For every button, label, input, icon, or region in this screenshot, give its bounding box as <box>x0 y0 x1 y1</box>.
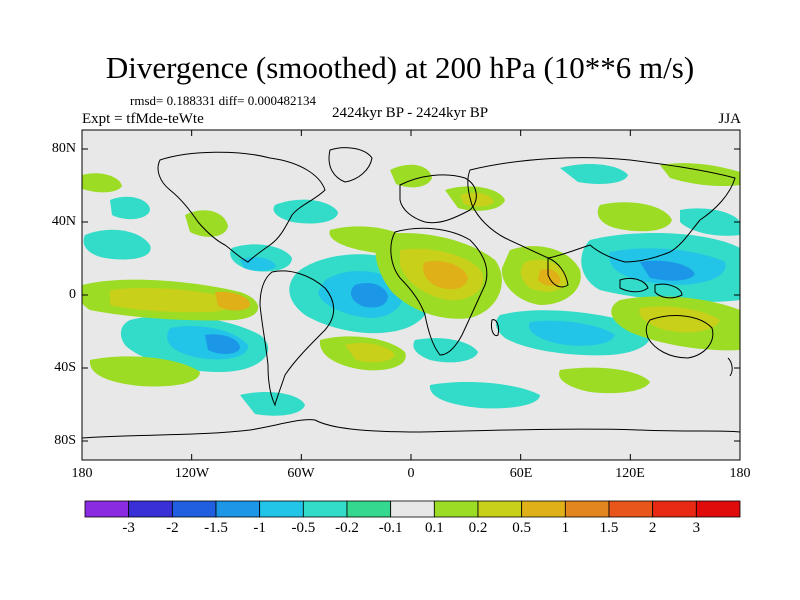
colorbar-swatch <box>564 500 610 518</box>
colorbar-swatch <box>652 500 697 518</box>
y-tick-label: 80N <box>51 141 76 156</box>
x-tick-label: 0 <box>407 466 415 481</box>
x-tick-label: 120E <box>615 466 645 481</box>
colorbar-swatch <box>259 500 304 518</box>
colorbar-label: -1 <box>253 520 266 536</box>
colorbar-swatch <box>433 500 479 518</box>
coastlines <box>82 147 740 439</box>
map-panel <box>82 130 740 460</box>
x-tick-label: 60E <box>509 466 533 481</box>
colorbar <box>84 500 741 518</box>
stats-text: rmsd= 0.188331 diff= 0.000482134 <box>130 93 316 108</box>
colorbar-swatch <box>84 500 130 518</box>
colorbar-label: 3 <box>692 520 701 536</box>
colorbar-label: -0.1 <box>378 520 403 536</box>
axis-ticks <box>81 130 741 460</box>
colorbar-label: 0.5 <box>512 520 532 536</box>
colorbar-swatch <box>346 500 392 518</box>
map-title: Divergence (smoothed) at 200 hPa (10**6 … <box>105 50 695 85</box>
colorbar-swatch <box>171 500 217 518</box>
colorbar-label: 1.5 <box>599 520 619 536</box>
colorbar-label: -0.5 <box>291 520 316 536</box>
colorbar-swatch <box>608 500 654 518</box>
x-tick-label: 180 <box>729 466 751 481</box>
colorbar-label: -3 <box>122 520 135 536</box>
colorbar-label: -2 <box>166 520 179 536</box>
experiment-label: Expt = tfMde-teWte <box>82 111 204 127</box>
y-tick-label: 80S <box>54 433 76 448</box>
x-tick-label: 180 <box>71 466 93 481</box>
x-tick-label: 120W <box>174 466 210 481</box>
y-tick-label: 40S <box>54 360 76 375</box>
period-label: 2424kyr BP - 2424kyr BP <box>331 105 489 121</box>
colorbar-label: 1 <box>561 520 570 536</box>
season-label: JJA <box>718 111 741 127</box>
colorbar-label: 0.2 <box>468 520 488 536</box>
y-tick-label: 0 <box>69 287 76 302</box>
colorbar-swatch <box>695 500 741 518</box>
field-contours <box>82 163 740 416</box>
colorbar-swatch <box>128 500 173 518</box>
x-tick-label: 60W <box>287 466 315 481</box>
colorbar-label: -1.5 <box>204 520 228 536</box>
colorbar-swatch <box>390 500 435 518</box>
colorbar-label: 0.1 <box>424 520 444 536</box>
y-tick-label: 40N <box>51 214 76 229</box>
colorbar-label: -0.2 <box>335 520 359 536</box>
colorbar-swatch <box>302 500 348 518</box>
colorbar-swatch <box>521 500 566 518</box>
colorbar-swatch <box>215 500 261 518</box>
colorbar-label: 2 <box>648 520 657 536</box>
colorbar-swatch <box>477 500 523 518</box>
